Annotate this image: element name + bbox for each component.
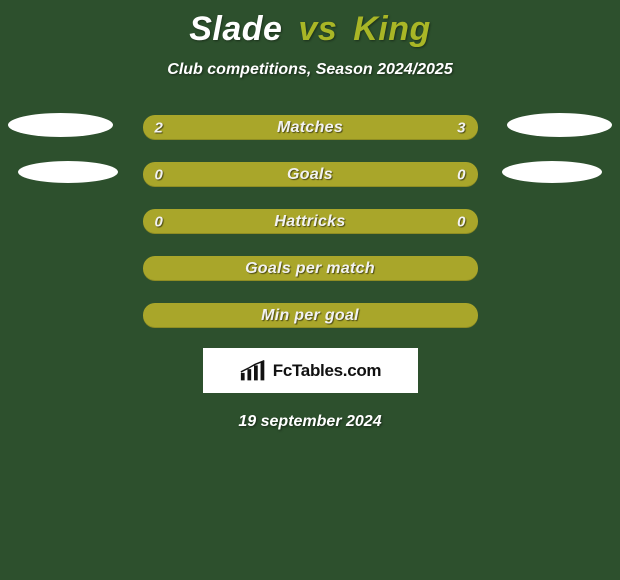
stat-bar: 0 Hattricks 0	[143, 209, 478, 234]
comparison-title: Slade vs King	[189, 10, 431, 49]
player1-marker	[8, 113, 113, 137]
bar-chart-icon	[239, 359, 269, 383]
stat-label: Hattricks	[274, 213, 345, 231]
player2-marker	[502, 161, 602, 183]
stat-value-left: 0	[155, 213, 163, 230]
subtitle: Club competitions, Season 2024/2025	[167, 61, 452, 79]
player2-marker	[507, 113, 612, 137]
stat-row-goals-per-match: Goals per match	[0, 256, 620, 281]
stat-bar: 0 Goals 0	[143, 162, 478, 187]
stat-row-goals: 0 Goals 0	[0, 162, 620, 187]
source-logo[interactable]: FcTables.com	[203, 348, 418, 393]
logo-text: FcTables.com	[273, 361, 382, 381]
player1-name: Slade	[189, 10, 282, 48]
stat-row-hattricks: 0 Hattricks 0	[0, 209, 620, 234]
stat-value-right: 3	[457, 119, 465, 136]
stat-bar: 2 Matches 3	[143, 115, 478, 140]
player2-name: King	[353, 10, 431, 48]
stat-row-min-per-goal: Min per goal	[0, 303, 620, 328]
stat-label: Goals per match	[245, 260, 375, 278]
stat-row-matches: 2 Matches 3	[0, 115, 620, 140]
stat-value-left: 0	[155, 166, 163, 183]
stat-value-left: 2	[155, 119, 163, 136]
stat-value-right: 0	[457, 166, 465, 183]
stat-label: Min per goal	[261, 307, 359, 325]
vs-text: vs	[298, 10, 337, 48]
stat-label: Goals	[287, 166, 333, 184]
stat-value-right: 0	[457, 213, 465, 230]
stat-bar: Goals per match	[143, 256, 478, 281]
stat-label: Matches	[277, 119, 343, 137]
stat-bar: Min per goal	[143, 303, 478, 328]
player1-marker	[18, 161, 118, 183]
stats-rows: 2 Matches 3 0 Goals 0 0 Hattricks 0	[0, 115, 620, 328]
generated-date: 19 september 2024	[238, 413, 381, 431]
